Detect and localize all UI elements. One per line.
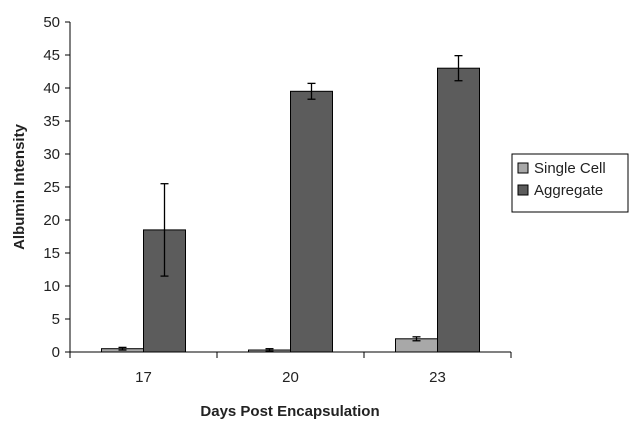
- x-tick-label: 17: [135, 369, 152, 386]
- legend-swatch: [517, 184, 529, 196]
- y-tick-label: 20: [43, 212, 60, 229]
- bar-aggregate: [437, 67, 480, 353]
- x-axis: 17 20 23: [69, 351, 512, 386]
- legend-label: Aggregate: [534, 182, 603, 199]
- plot-area: [101, 55, 480, 353]
- y-axis-title: Albumin Intensity: [11, 123, 28, 249]
- y-tick-label: 10: [43, 278, 60, 295]
- y-tick-label: 25: [43, 179, 60, 196]
- legend-label: Single Cell: [534, 160, 606, 177]
- y-tick-label: 35: [43, 113, 60, 130]
- y-tick-label: 5: [52, 311, 60, 328]
- y-tick-label: 30: [43, 146, 60, 163]
- y-tick-label: 15: [43, 245, 60, 262]
- x-tick-label: 23: [429, 369, 446, 386]
- legend: Single Cell Aggregate: [511, 153, 629, 213]
- x-tick-label: 20: [282, 369, 299, 386]
- y-tick-label: 40: [43, 80, 60, 97]
- y-tick-label: 50: [43, 14, 60, 31]
- y-tick-label: 45: [43, 47, 60, 64]
- y-axis: 0 5 10 15 20 25 30 35 40 45 50: [43, 14, 71, 361]
- legend-swatch: [517, 162, 529, 174]
- legend-box: [511, 153, 629, 213]
- bar-aggregate: [290, 90, 333, 353]
- x-axis-title: Days Post Encapsulation: [200, 403, 379, 420]
- y-tick-label: 0: [52, 344, 60, 361]
